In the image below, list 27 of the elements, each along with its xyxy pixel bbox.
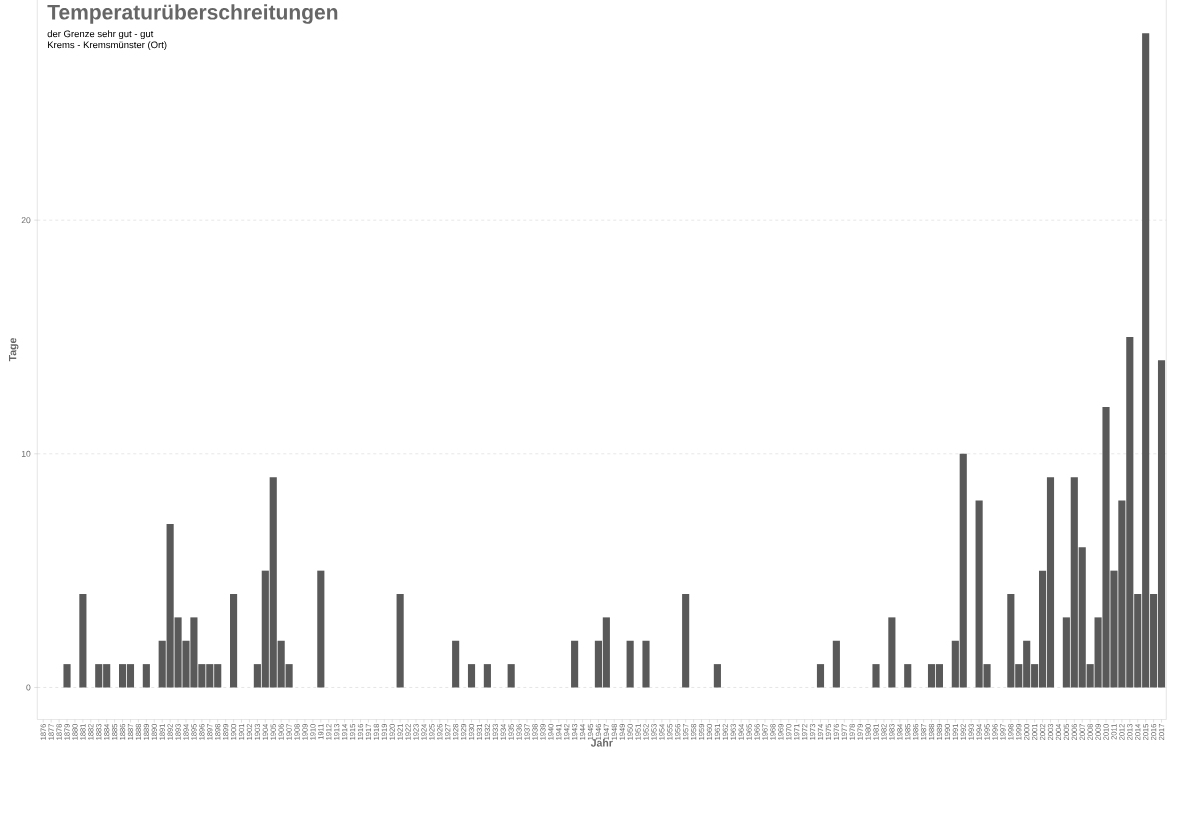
- bar: [467, 664, 476, 688]
- bar: [230, 594, 238, 688]
- bar: [63, 664, 71, 688]
- y-axis-title: Tage: [8, 337, 19, 362]
- y-tick-label: 20: [21, 217, 31, 224]
- text: Temperaturüberschreitungen: [47, 4, 338, 24]
- bar: [682, 594, 690, 688]
- bar: [452, 640, 460, 688]
- bar: [396, 594, 404, 688]
- bar: [872, 664, 880, 688]
- bar: [832, 640, 840, 688]
- annotation: Krems - Kremsmünster (Ort): [47, 41, 167, 51]
- bar: [507, 664, 515, 688]
- bar: [483, 664, 491, 688]
- y-tick-label: 0: [26, 684, 31, 691]
- bar: [571, 640, 579, 688]
- bar: [713, 664, 721, 688]
- bar: [317, 570, 325, 688]
- bar: [626, 640, 634, 688]
- bar: [79, 594, 87, 688]
- bar: [816, 664, 825, 688]
- bar: [642, 640, 650, 688]
- text: der Grenze sehr gut - gut: [47, 30, 154, 40]
- y-tick-label: 10: [21, 450, 31, 457]
- bar: [904, 664, 912, 688]
- bar: [142, 664, 150, 688]
- bar: [888, 617, 896, 688]
